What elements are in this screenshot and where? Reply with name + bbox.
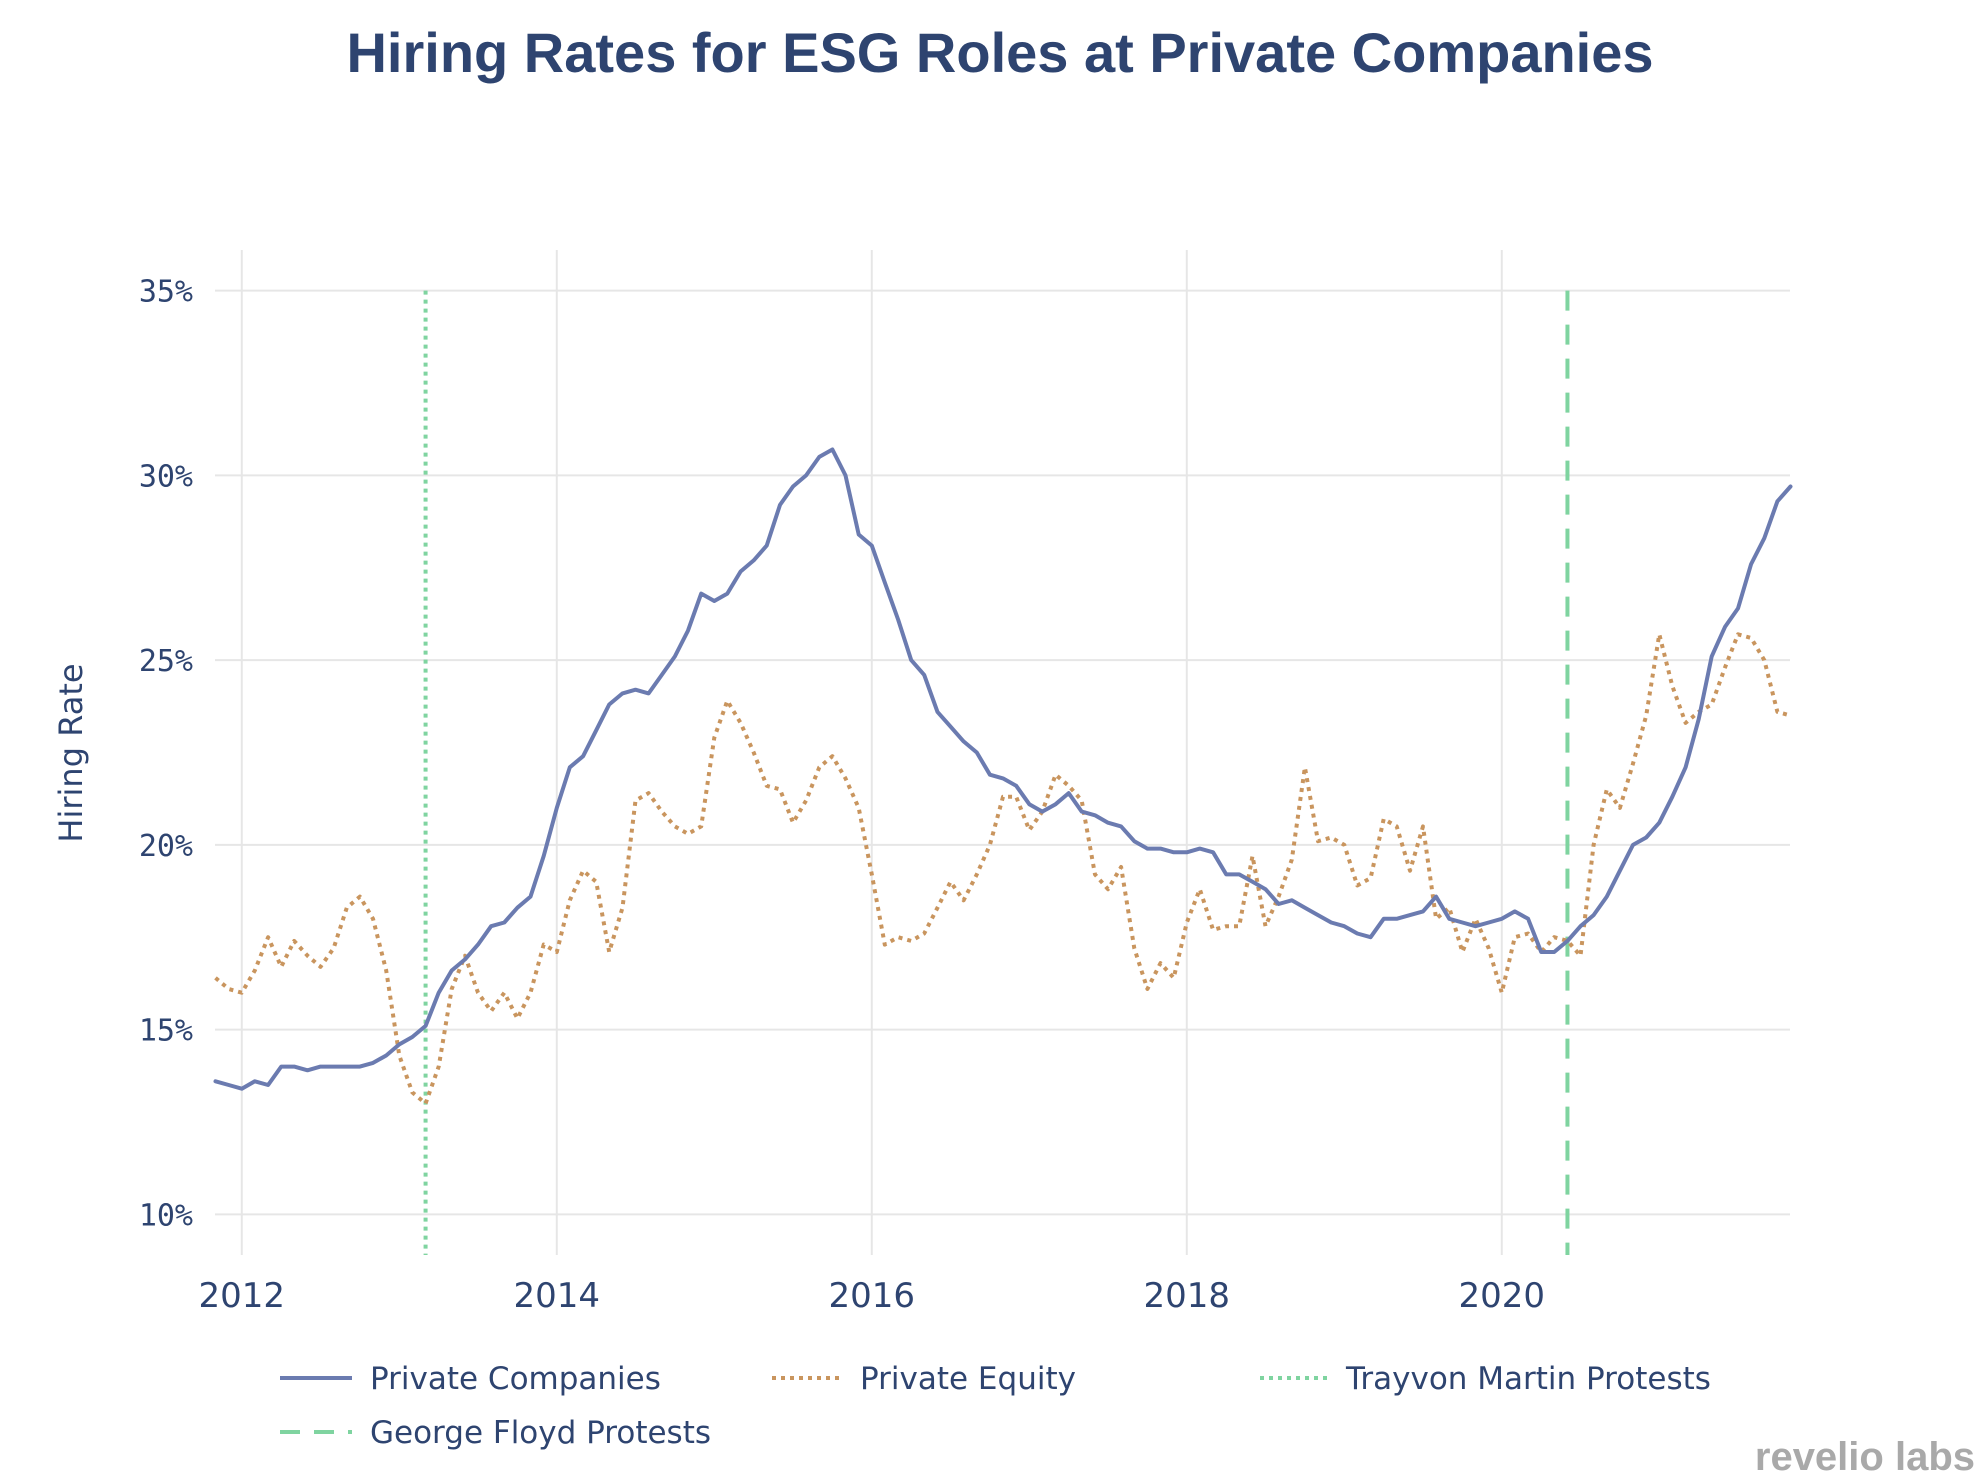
y-axis-label: Hiring Rate (52, 663, 90, 842)
legend-label-private-equity: Private Equity (860, 1361, 1076, 1397)
event-lines (423, 290, 1570, 1255)
x-tick-label: 2016 (829, 1276, 916, 1316)
legend-item-george-floyd-protests[interactable]: George Floyd Protests (280, 1415, 711, 1451)
y-tick-label: 20% (139, 829, 193, 864)
y-tick-label: 10% (139, 1198, 193, 1233)
series-private-companies (213, 447, 1793, 1091)
x-tick-label: 2020 (1459, 1276, 1546, 1316)
legend-label-private-companies: Private Companies (370, 1361, 661, 1397)
legend-item-trayvon-martin-protests[interactable]: Trayvon Martin Protests (1260, 1361, 1711, 1397)
x-tick-label: 2012 (199, 1276, 286, 1316)
series-private-equity (214, 632, 1792, 1106)
legend: Private Companies Private Equity Trayvon… (280, 1361, 1711, 1451)
y-axis-ticks: 10% 15% 20% 25% 30% 35% (139, 275, 193, 1234)
x-axis-ticks: 2012 2014 2016 2018 2020 (199, 1276, 1546, 1316)
brand-logo: revelio labs (1755, 1435, 1975, 1479)
y-tick-label: 25% (139, 644, 193, 679)
y-tick-label: 35% (139, 275, 193, 310)
legend-label-trayvon-martin-protests: Trayvon Martin Protests (1345, 1361, 1711, 1397)
legend-item-private-equity[interactable]: Private Equity (772, 1361, 1076, 1397)
legend-item-private-companies[interactable]: Private Companies (280, 1361, 661, 1397)
x-tick-label: 2018 (1144, 1276, 1231, 1316)
chart-title: Hiring Rates for ESG Roles at Private Co… (346, 21, 1653, 84)
y-tick-label: 30% (139, 459, 193, 494)
y-tick-label: 15% (139, 1014, 193, 1049)
grid (215, 250, 1790, 1255)
legend-label-george-floyd-protests: George Floyd Protests (370, 1415, 711, 1451)
x-tick-label: 2014 (514, 1276, 601, 1316)
series-lines (213, 447, 1793, 1106)
